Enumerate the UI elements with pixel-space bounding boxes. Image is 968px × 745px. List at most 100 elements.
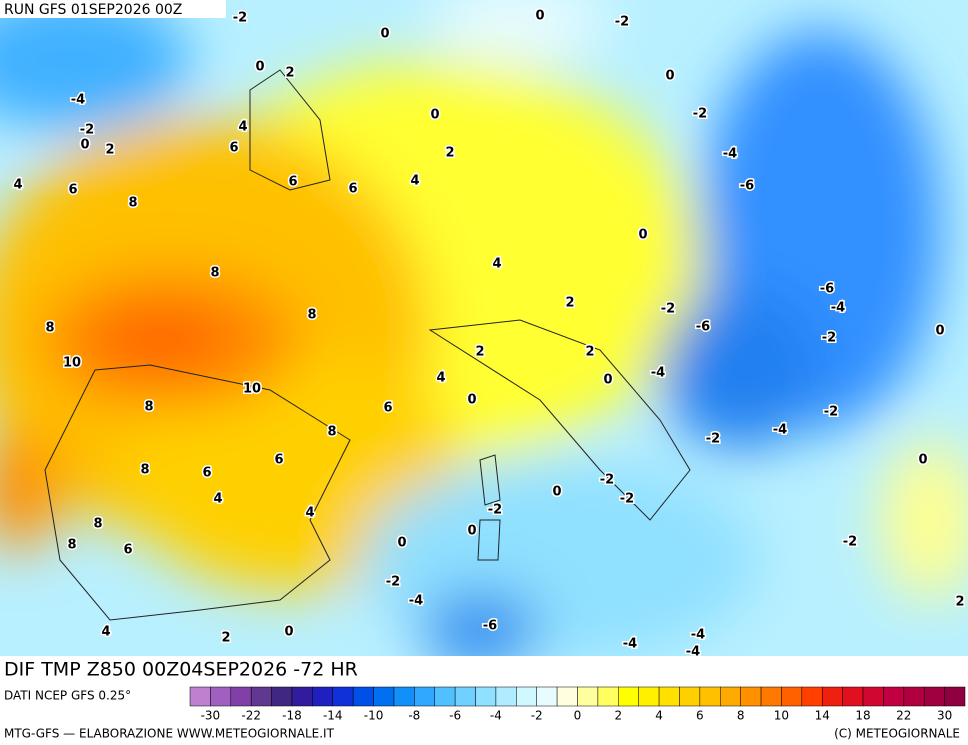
legend-swatch — [679, 686, 701, 707]
legend-swatch — [618, 686, 639, 707]
legend-tick-label: 22 — [896, 709, 911, 723]
contour-label: 8 — [67, 538, 76, 553]
legend-swatch — [495, 686, 517, 707]
contour-label: -2 — [386, 575, 400, 590]
legend-swatch — [821, 686, 843, 707]
legend-swatch — [597, 686, 619, 707]
contour-label: 10 — [63, 356, 81, 371]
legend-swatch — [312, 686, 334, 707]
legend-swatch — [536, 686, 558, 707]
legend-tick-label: -14 — [323, 709, 343, 723]
contour-label: 8 — [327, 425, 336, 440]
legend-swatch — [658, 686, 680, 707]
legend-swatch — [454, 686, 476, 707]
contour-label: -6 — [740, 179, 754, 194]
run-box — [0, 0, 226, 18]
field-label: DIF TMP Z850 00Z04SEP2026 -72 HR — [4, 659, 358, 681]
contour-label: 0 — [918, 453, 927, 468]
legend-swatch — [801, 686, 823, 707]
contour-label: 2 — [221, 631, 230, 646]
field-box — [0, 656, 458, 684]
legend-swatch — [332, 686, 354, 707]
contour-label: 4 — [101, 625, 110, 640]
legend-swatch — [475, 686, 497, 707]
contour-label: 8 — [140, 463, 149, 478]
contour-label: -2 — [693, 107, 707, 122]
contour-label: 2 — [445, 146, 454, 161]
contour-label: -2 — [488, 503, 502, 518]
contour-label: 2 — [105, 143, 114, 158]
contour-label: 0 — [284, 625, 293, 640]
contour-label: -2 — [600, 473, 614, 488]
legend-tick-label: -8 — [408, 709, 420, 723]
legend-swatch — [577, 686, 599, 707]
contour-label: -4 — [651, 366, 665, 381]
contour-label: 2 — [585, 345, 594, 360]
contour-label: -2 — [80, 123, 94, 138]
contour-label: -2 — [822, 331, 836, 346]
legend-tick-label: 10 — [774, 709, 789, 723]
contour-label: 2 — [955, 595, 964, 610]
contour-label: -4 — [691, 628, 705, 643]
contour-label: 8 — [45, 321, 54, 336]
contour-label: 4 — [13, 178, 22, 193]
contour-label: 0 — [255, 60, 264, 75]
contour-label: 0 — [935, 324, 944, 339]
legend-swatch — [556, 686, 578, 707]
contour-label: 8 — [307, 308, 316, 323]
contour-label: 8 — [93, 517, 102, 532]
contour-label: -2 — [615, 15, 629, 30]
legend-swatch — [862, 686, 884, 707]
contour-label: -4 — [773, 423, 787, 438]
copyright-label: (C) METEOGIORNALE — [834, 727, 960, 741]
legend-tick-label: 2 — [614, 709, 622, 723]
contour-label: 0 — [397, 536, 406, 551]
contour-label: -2 — [661, 302, 675, 317]
legend-swatch — [393, 686, 415, 707]
contour-label: 0 — [430, 108, 439, 123]
run-label: RUN GFS 01SEP2026 00Z — [4, 2, 182, 18]
contour-label: 10 — [243, 382, 261, 397]
contour-label: -6 — [483, 619, 497, 634]
legend-swatch — [638, 686, 660, 707]
legend-swatch — [903, 686, 925, 707]
contour-label: -4 — [71, 93, 85, 108]
legend-swatch — [923, 686, 945, 707]
legend-tick-label: -10 — [364, 709, 384, 723]
legend-swatch — [720, 686, 741, 707]
source-label: DATI NCEP GFS 0.25° — [4, 689, 131, 703]
legend-swatch — [373, 686, 395, 707]
legend-swatch — [516, 686, 537, 707]
legend-swatch — [781, 686, 803, 707]
legend-swatch — [271, 686, 293, 707]
legend-swatch — [740, 686, 762, 707]
contour-label: 6 — [202, 466, 211, 481]
legend-swatch — [414, 686, 435, 707]
coastlines — [44, 69, 691, 621]
legend-swatch — [434, 686, 456, 707]
legend-swatch — [760, 686, 782, 707]
contour-label: 0 — [467, 393, 476, 408]
legend-swatch — [699, 686, 721, 707]
legend-tick-label: -30 — [201, 709, 221, 723]
contour-label: 6 — [274, 453, 283, 468]
contour-label: 2 — [285, 66, 294, 81]
contour-label: 4 — [238, 120, 247, 135]
contour-label: 4 — [305, 506, 314, 521]
legend-swatch — [230, 686, 252, 707]
contour-label: -4 — [409, 594, 423, 609]
contour-label: 0 — [665, 69, 674, 84]
legend-tick-label: 18 — [855, 709, 870, 723]
legend-tick-label: -4 — [490, 709, 502, 723]
contour-label: -4 — [723, 147, 737, 162]
contour-label: 4 — [492, 257, 501, 272]
contour-label: 0 — [603, 373, 612, 388]
legend-swatch — [352, 686, 374, 707]
legend-tick-label: -22 — [241, 709, 261, 723]
contour-label: 0 — [535, 9, 544, 24]
legend-tick-label: 8 — [737, 709, 745, 723]
contour-label: 0 — [638, 228, 647, 243]
map-field — [0, 0, 968, 656]
contour-label: -2 — [706, 432, 720, 447]
